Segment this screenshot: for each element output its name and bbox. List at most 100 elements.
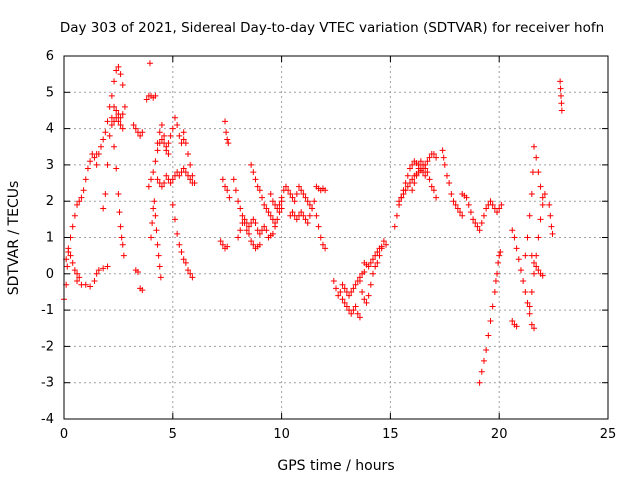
data-point: [398, 194, 405, 201]
data-point: [359, 288, 366, 295]
chart-title: Day 303 of 2021, Sidereal Day-to-day VTE…: [60, 20, 604, 36]
data-point: [374, 259, 381, 266]
data-point: [528, 288, 535, 295]
data-point: [78, 194, 85, 201]
data-point: [511, 234, 518, 241]
data-point: [178, 249, 185, 256]
data-point: [272, 219, 279, 226]
data-point: [476, 227, 483, 234]
data-point: [225, 140, 232, 147]
data-point: [433, 154, 440, 161]
data-point: [156, 263, 163, 270]
x-tick-labels: 0 5 10 15 20 25: [60, 427, 616, 442]
data-point: [185, 267, 192, 274]
data-point: [95, 151, 102, 158]
data-point: [104, 263, 111, 270]
data-point: [524, 234, 531, 241]
data-point: [76, 274, 83, 281]
data-point: [557, 92, 564, 99]
data-point: [176, 172, 183, 179]
data-point: [337, 288, 344, 295]
data-point: [439, 147, 446, 154]
y-tick-label: 2: [46, 194, 54, 209]
series-arc-s: [219, 176, 233, 201]
data-point: [222, 183, 229, 190]
data-point: [333, 285, 339, 292]
data-point: [476, 379, 483, 386]
data-point: [494, 270, 501, 277]
data-point: [496, 252, 503, 259]
data-point: [528, 252, 535, 259]
data-point: [322, 187, 329, 194]
data-point: [276, 201, 283, 208]
data-point: [558, 107, 565, 114]
data-point: [350, 307, 357, 314]
data-point: [409, 176, 416, 183]
series-arc-ai: [439, 147, 466, 219]
series-arc-f: [111, 143, 127, 259]
data-point: [302, 216, 309, 223]
series-arc-m: [148, 198, 164, 281]
data-point: [459, 212, 466, 219]
series-arc-ak: [465, 198, 505, 234]
data-point: [426, 176, 433, 183]
data-point: [393, 212, 400, 219]
data-point: [306, 201, 313, 208]
y-tick-label: 6: [46, 49, 54, 64]
data-point: [119, 241, 126, 248]
data-point: [152, 158, 159, 165]
series-arc-ae: [361, 243, 385, 270]
data-point: [404, 183, 411, 190]
data-point: [153, 227, 160, 234]
data-point: [533, 263, 540, 270]
data-point: [285, 187, 292, 194]
x-tick-label: 25: [600, 427, 617, 442]
data-point: [130, 121, 137, 128]
series-arc-aq: [528, 252, 546, 279]
data-point: [526, 303, 533, 310]
data-point: [354, 310, 361, 317]
data-point: [343, 303, 350, 310]
data-point: [463, 194, 470, 201]
data-point: [300, 190, 307, 197]
data-point: [415, 165, 422, 172]
data-point: [363, 299, 370, 306]
data-point: [217, 238, 224, 245]
y-tick-label: 0: [46, 267, 54, 282]
data-point: [467, 209, 474, 216]
data-point: [154, 241, 161, 248]
data-point: [531, 325, 538, 332]
data-point: [485, 332, 492, 339]
data-point: [422, 172, 429, 179]
data-point: [91, 278, 98, 285]
data-point: [548, 223, 555, 230]
data-point: [261, 223, 268, 230]
data-point: [93, 270, 100, 277]
y-tick-label: -3: [41, 376, 54, 391]
data-point: [265, 209, 272, 216]
data-point: [539, 194, 546, 201]
data-point: [557, 78, 564, 85]
data-point: [108, 92, 115, 99]
data-point: [413, 172, 420, 179]
data-point: [165, 140, 172, 147]
data-point: [182, 259, 189, 266]
series-arc-aj: [459, 190, 470, 201]
data-point: [71, 267, 78, 274]
data-point: [406, 165, 413, 172]
data-point: [409, 187, 416, 194]
data-point: [148, 234, 155, 241]
data-point: [224, 243, 231, 250]
data-point: [276, 209, 283, 216]
data-point: [82, 176, 89, 183]
data-point: [223, 129, 230, 136]
data-point: [319, 241, 326, 248]
data-point: [95, 267, 102, 274]
data-point: [443, 172, 450, 179]
data-point: [487, 198, 494, 205]
data-point: [143, 96, 150, 103]
data-point: [269, 230, 276, 237]
y-tick-label: 5: [46, 85, 54, 100]
data-point: [87, 158, 94, 165]
